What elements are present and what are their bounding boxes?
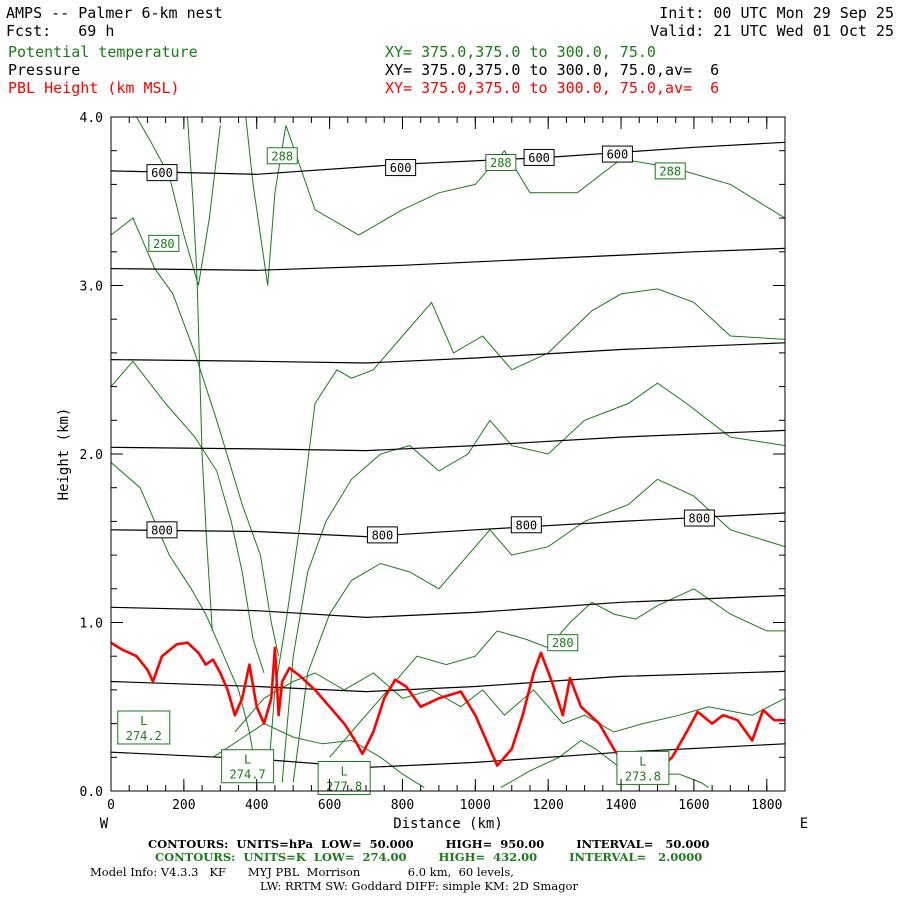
plot-frame xyxy=(110,116,786,792)
pressure-contour-650 xyxy=(111,247,785,271)
low-center-box xyxy=(221,749,275,784)
theta-label: 280 xyxy=(552,636,574,650)
pressure-label: 600 xyxy=(151,166,173,180)
pressure-label-box xyxy=(523,148,555,166)
theta-contour-line xyxy=(111,462,258,775)
legend-xy-theta: XY= 375.0,375.0 to 300.0, 75.0 xyxy=(385,43,656,61)
east-label: E xyxy=(800,816,808,832)
footer-physics-info: LW: RRTM SW: Goddard DIFF: simple KM: 2D… xyxy=(260,879,578,893)
valid-time: Valid: 21 UTC Wed 01 Oct 25 xyxy=(650,22,894,40)
y-tick-label: 2.0 xyxy=(80,448,103,463)
init-time: Init: 00 UTC Mon 29 Sep 25 xyxy=(659,4,894,22)
pressure-label: 800 xyxy=(151,523,173,537)
theta-contour-line xyxy=(136,117,221,286)
axes-layer: 0.0 1.0 2.0 3.0 4.0 0 200 400 600 800 1000 1200 1400… xyxy=(56,111,808,832)
pressure-label: 600 xyxy=(390,161,412,175)
x-tick-label: 1000 xyxy=(460,798,491,813)
x-tick-label: 600 xyxy=(318,798,341,813)
x-tick-label: 1400 xyxy=(605,798,636,813)
theta-contour-line xyxy=(111,217,280,657)
legend-pressure: Pressure xyxy=(8,61,81,79)
y-tick-label: 1.0 xyxy=(80,617,103,632)
legend-xy-pbl: XY= 375.0,375.0 to 300.0, 75.0,av= 6 xyxy=(385,79,720,97)
theta-label-box xyxy=(547,634,579,652)
y-tick-label: 3.0 xyxy=(80,280,103,295)
theta-label-box xyxy=(485,153,517,171)
theta-contour-line xyxy=(111,360,265,674)
pressure-label: 600 xyxy=(607,148,629,162)
footer-model-info: Model Info: V4.3.3 KF MYJ PBL Morrison 6… xyxy=(90,865,514,879)
pressure-contour-950 xyxy=(111,743,785,769)
theta-contour-line xyxy=(187,117,213,631)
pressure-label-box xyxy=(601,145,633,163)
pressure-label-box xyxy=(146,521,178,539)
header-title: AMPS -- Palmer 6-km nest xyxy=(6,4,223,22)
legend-xy-pressure: XY= 375.0,375.0 to 300.0, 75.0,av= 6 xyxy=(385,61,720,79)
forecast-hour: Fcst: 69 h xyxy=(6,22,115,40)
pressure-contour-900 xyxy=(111,670,785,693)
footer-pressure-contours: CONTOURS: UNITS=hPa LOW= 50.000 HIGH= 95… xyxy=(148,837,710,851)
low-center-value: 277.8 xyxy=(326,780,362,794)
pressure-label-box xyxy=(683,509,715,527)
x-tick-label: 1200 xyxy=(533,798,564,813)
pressure-label: 800 xyxy=(515,518,537,532)
contour-label-layer: 600 600 600 600 800 800 800 800 288 288 288 280 280 L… xyxy=(117,145,715,796)
pressure-label-box xyxy=(385,159,417,177)
theta-contour-line xyxy=(234,672,785,733)
low-center-letter: L xyxy=(341,765,348,779)
pressure-label: 600 xyxy=(528,151,550,165)
x-tick-label: 200 xyxy=(172,798,195,813)
pressure-contour-700 xyxy=(111,342,785,364)
theta-contour-line xyxy=(212,723,425,789)
low-center-box xyxy=(317,761,371,796)
x-tick-label: 0 xyxy=(107,798,115,813)
footer-theta-contours: CONTOURS: UNITS=K LOW= 274.00 HIGH= 432.… xyxy=(155,850,703,864)
low-center-value: 273.8 xyxy=(625,769,661,783)
pressure-label-box xyxy=(510,516,542,534)
theta-label: 280 xyxy=(153,237,175,251)
x-tick-label: 400 xyxy=(245,798,268,813)
pressure-contour-850 xyxy=(111,594,785,619)
theta-label: 288 xyxy=(659,164,681,178)
low-center-letter: L xyxy=(140,714,147,728)
pressure-label-box xyxy=(146,164,178,182)
legend-pbl-height: PBL Height (km MSL) xyxy=(8,79,180,97)
pressure-contour-600 xyxy=(111,141,785,175)
west-label: W xyxy=(100,816,109,832)
low-center-value: 274.7 xyxy=(230,768,266,782)
pressure-contour-750 xyxy=(111,429,785,452)
x-tick-label: 800 xyxy=(391,798,414,813)
legend-potential-temperature: Potential temperature xyxy=(8,43,198,61)
theta-label-box xyxy=(654,162,686,180)
pressure-label: 800 xyxy=(372,528,394,542)
theta-contour-line xyxy=(292,478,785,783)
y-tick-label: 4.0 xyxy=(80,111,103,126)
low-center-box xyxy=(616,750,670,785)
theta-contour-line xyxy=(281,382,785,783)
low-center-value: 274.2 xyxy=(126,729,162,743)
x-axis-label: Distance (km) xyxy=(393,816,503,832)
theta-label: 288 xyxy=(271,149,293,163)
theta-label: 288 xyxy=(490,156,512,170)
theta-contour-line xyxy=(267,288,785,783)
y-tick-label: 0.0 xyxy=(80,785,103,800)
y-axis-label: Height (km) xyxy=(56,408,72,501)
x-tick-label: 1600 xyxy=(678,798,709,813)
pressure-label: 800 xyxy=(689,512,711,526)
theta-label-box xyxy=(266,147,298,165)
pressure-label-box xyxy=(366,526,398,544)
x-tick-label: 1800 xyxy=(751,798,782,813)
low-center-box xyxy=(117,710,171,745)
low-center-letter: L xyxy=(244,753,251,767)
pressure-contour-layer xyxy=(111,141,785,769)
theta-contour-layer xyxy=(111,117,785,789)
pressure-contour-800 xyxy=(111,512,785,538)
low-center-letter: L xyxy=(639,754,646,768)
theta-label-box xyxy=(148,234,180,252)
